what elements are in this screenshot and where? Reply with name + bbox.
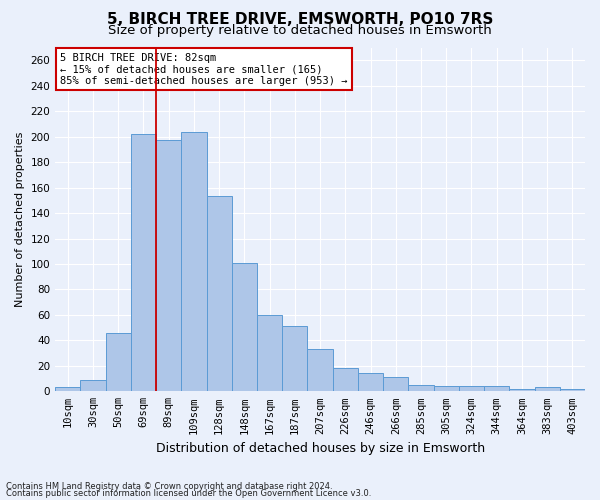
Bar (484, 386, 509, 392)
Text: Contains HM Land Registry data © Crown copyright and database right 2024.: Contains HM Land Registry data © Crown c… (6, 482, 332, 491)
Bar (358, 374, 383, 392)
Bar (560, 389, 585, 392)
Text: Contains public sector information licensed under the Open Government Licence v3: Contains public sector information licen… (6, 490, 371, 498)
Bar (535, 388, 560, 392)
X-axis label: Distribution of detached houses by size in Emsworth: Distribution of detached houses by size … (155, 442, 485, 455)
Bar (206, 196, 232, 392)
Bar (332, 368, 358, 392)
Text: 5 BIRCH TREE DRIVE: 82sqm
← 15% of detached houses are smaller (165)
85% of semi: 5 BIRCH TREE DRIVE: 82sqm ← 15% of detac… (61, 52, 348, 86)
Bar (181, 132, 206, 392)
Bar (80, 380, 106, 392)
Bar (257, 315, 282, 392)
Bar (509, 389, 535, 392)
Bar (434, 386, 459, 392)
Text: 5, BIRCH TREE DRIVE, EMSWORTH, PO10 7RS: 5, BIRCH TREE DRIVE, EMSWORTH, PO10 7RS (107, 12, 493, 28)
Y-axis label: Number of detached properties: Number of detached properties (15, 132, 25, 307)
Bar (307, 350, 332, 392)
Bar (409, 385, 434, 392)
Bar (232, 262, 257, 392)
Bar (131, 134, 156, 392)
Bar (282, 326, 307, 392)
Text: Size of property relative to detached houses in Emsworth: Size of property relative to detached ho… (108, 24, 492, 37)
Bar (106, 332, 131, 392)
Bar (459, 386, 484, 392)
Bar (156, 140, 181, 392)
Bar (383, 378, 409, 392)
Bar (55, 388, 80, 392)
